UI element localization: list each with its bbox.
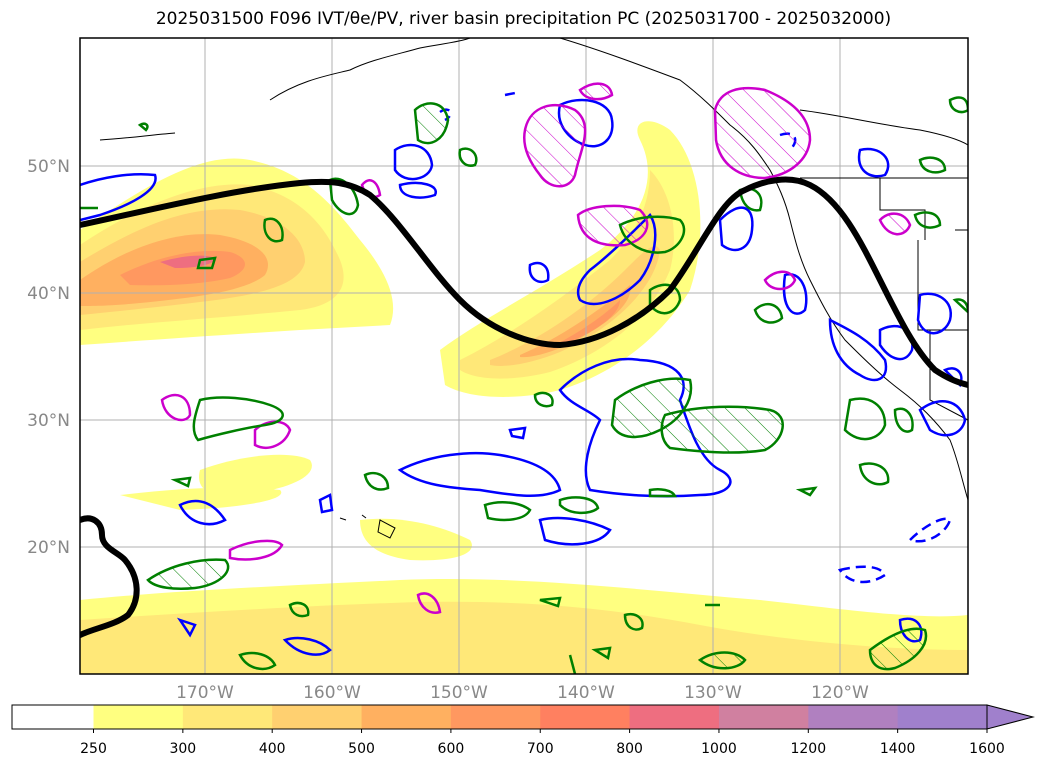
lon-label-160w: 160°W <box>303 683 361 703</box>
colorbar-label: 400 <box>259 741 286 757</box>
precip-contours <box>80 96 968 674</box>
colorbar-label: 300 <box>169 741 196 757</box>
lat-label-50: 50°N <box>27 157 70 177</box>
pv-contours <box>160 82 912 614</box>
colorbar-extend-arrow <box>986 704 1035 730</box>
colorbar-label: 1400 <box>880 741 916 757</box>
ivt-plume-central <box>440 121 701 397</box>
colorbar-block <box>361 705 452 729</box>
lon-label-170w: 170°W <box>176 683 234 703</box>
colorbar-block <box>629 705 720 729</box>
colorbar-label: 600 <box>438 741 465 757</box>
colorbar-block <box>450 705 541 729</box>
colorbar-label: 250 <box>80 741 107 757</box>
lon-label-140w: 140°W <box>557 683 615 703</box>
colorbar-label: 700 <box>527 741 554 757</box>
colorbar: 250 300 400 500 600 700 800 1000 1200 1400 1600 <box>11 704 1035 757</box>
colorbar-label: 1200 <box>790 741 826 757</box>
colorbar-frame <box>11 704 988 730</box>
jet-contour <box>80 176 968 638</box>
colorbar-blocks <box>12 705 988 729</box>
map-panel <box>80 38 968 674</box>
colorbar-block <box>808 705 899 729</box>
map-frame <box>79 37 969 675</box>
theta-e-contours <box>80 90 967 656</box>
lon-label-120w: 120°W <box>811 683 869 703</box>
colorbar-label: 1000 <box>701 741 737 757</box>
latitude-labels: 50°N 40°N 30°N 20°N <box>27 157 70 558</box>
colorbar-block <box>93 705 184 729</box>
colorbar-block <box>12 705 94 729</box>
lat-label-40: 40°N <box>27 284 70 304</box>
lon-label-130w: 130°W <box>684 683 742 703</box>
colorbar-label: 1600 <box>969 741 1005 757</box>
colorbar-label: 800 <box>616 741 643 757</box>
colorbar-block <box>897 705 988 729</box>
longitude-labels: 170°W 160°W 150°W 140°W 130°W 120°W <box>176 683 869 703</box>
lat-label-30: 30°N <box>27 411 70 431</box>
colorbar-block <box>540 705 631 729</box>
colorbar-block <box>182 705 273 729</box>
colorbar-labels: 250 300 400 500 600 700 800 1000 1200 1400 1600 <box>80 729 1005 757</box>
colorbar-block <box>718 705 809 729</box>
lon-label-150w: 150°W <box>430 683 488 703</box>
lat-label-20: 20°N <box>27 538 70 558</box>
colorbar-label: 500 <box>348 741 375 757</box>
map-title: 2025031500 F096 IVT/θe/PV, river basin p… <box>155 9 892 29</box>
colorbar-block <box>272 705 363 729</box>
